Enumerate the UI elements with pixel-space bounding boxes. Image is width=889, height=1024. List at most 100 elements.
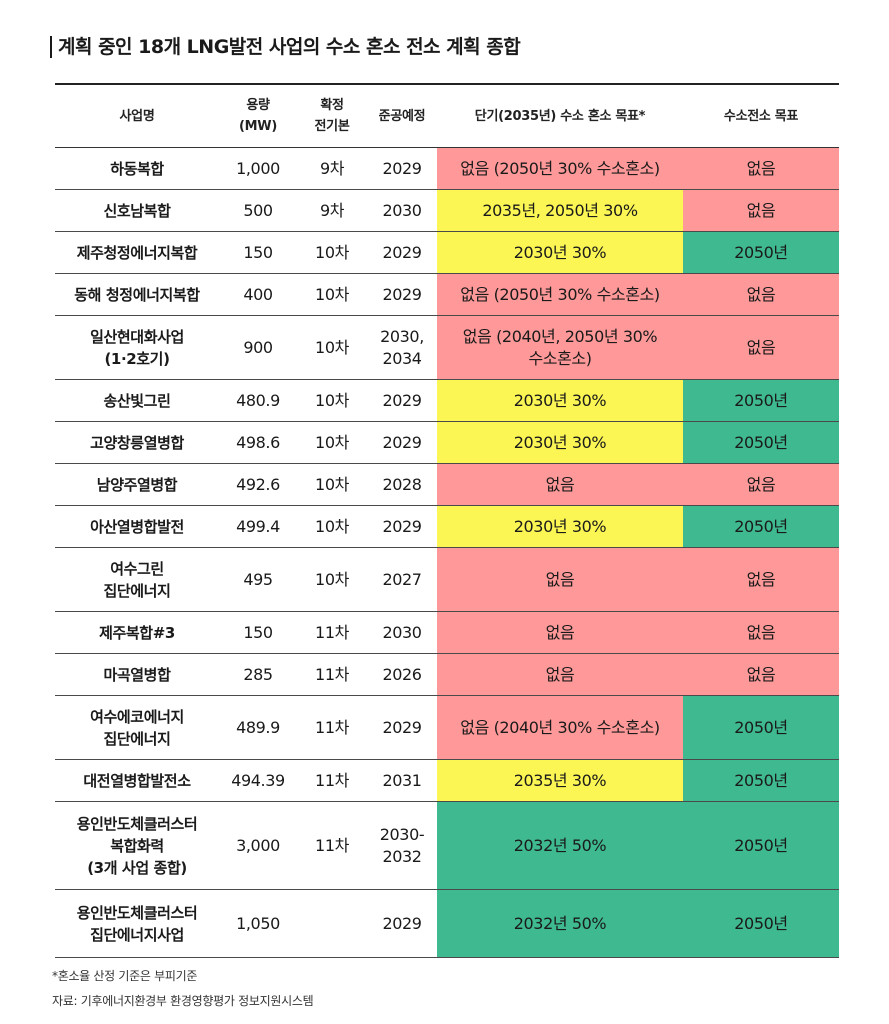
capacity-cell: 285 bbox=[219, 653, 297, 696]
full-hydrogen-target-cell: 없음 bbox=[683, 273, 839, 316]
table-row: 대전열병합발전소 494.39 11차 2031 2035년 30% 2050년 bbox=[55, 759, 839, 802]
table-row: 동해 청정에너지복합 400 10차 2029 없음 (2050년 30% 수소혼소) 없… bbox=[55, 273, 839, 316]
header-name: 사업명 bbox=[55, 84, 219, 148]
full-hydrogen-target-cell: 2050년 bbox=[683, 421, 839, 464]
full-hydrogen-target-cell: 2050년 bbox=[683, 695, 839, 760]
plan-cell: 9차 bbox=[297, 147, 367, 190]
header-full-hydrogen-target: 수소전소 목표 bbox=[683, 84, 839, 148]
table-row: 제주청정에너지복합 150 10차 2029 2030년 30% 2050년 bbox=[55, 231, 839, 274]
capacity-cell: 400 bbox=[219, 273, 297, 316]
table-row: 남양주열병합 492.6 10차 2028 없음 없음 bbox=[55, 463, 839, 506]
full-hydrogen-target-cell: 없음 bbox=[683, 611, 839, 654]
project-name-cell: 송산빛그린 bbox=[55, 379, 219, 422]
table-row: 여수에코에너지 집단에너지 489.9 11차 2029 없음 (2040년 30% 수소… bbox=[55, 695, 839, 760]
completion-year-cell: 2029 bbox=[367, 379, 437, 422]
plan-cell: 11차 bbox=[297, 653, 367, 696]
full-hydrogen-target-cell: 2050년 bbox=[683, 759, 839, 802]
full-hydrogen-target-cell: 없음 bbox=[683, 547, 839, 612]
short-term-target-cell: 2032년 50% bbox=[437, 801, 683, 890]
completion-year-cell: 2029 bbox=[367, 695, 437, 760]
plan-cell: 9차 bbox=[297, 189, 367, 232]
plan-cell: 10차 bbox=[297, 463, 367, 506]
capacity-cell: 900 bbox=[219, 315, 297, 380]
table-row: 제주복합#3 150 11차 2030 없음 없음 bbox=[55, 611, 839, 654]
table-row: 신호남복합 500 9차 2030 2035년, 2050년 30% 없음 bbox=[55, 189, 839, 232]
header-completion: 준공예정 bbox=[367, 84, 437, 148]
short-term-target-cell: 없음 bbox=[437, 611, 683, 654]
completion-year-cell: 2030 bbox=[367, 189, 437, 232]
full-hydrogen-target-cell: 2050년 bbox=[683, 231, 839, 274]
short-term-target-cell: 2035년 30% bbox=[437, 759, 683, 802]
header-capacity: 용량 (MW) bbox=[219, 84, 297, 148]
capacity-cell: 480.9 bbox=[219, 379, 297, 422]
short-term-target-cell: 2030년 30% bbox=[437, 231, 683, 274]
source-note: 자료: 기후에너지환경부 환경영향평가 정보지원시스템 bbox=[52, 994, 314, 1008]
completion-year-cell: 2030, 2034 bbox=[367, 315, 437, 380]
project-name-cell: 하동복합 bbox=[55, 147, 219, 190]
completion-year-cell: 2027 bbox=[367, 547, 437, 612]
hydrogen-plan-table: 사업명 용량 (MW) 확정 전기본 준공예정 단기(2035년) 수소 혼소 목표… bbox=[55, 83, 839, 958]
completion-year-cell: 2029 bbox=[367, 421, 437, 464]
table-row: 용인반도체클러스터 집단에너지사업 1,050 2029 2032년 50% 2050년 bbox=[55, 889, 839, 958]
short-term-target-cell: 2035년, 2050년 30% bbox=[437, 189, 683, 232]
table-row: 고양창릉열병합 498.6 10차 2029 2030년 30% 2050년 bbox=[55, 421, 839, 464]
project-name-cell: 여수그린 집단에너지 bbox=[55, 547, 219, 612]
project-name-cell: 아산열병합발전 bbox=[55, 505, 219, 548]
full-hydrogen-target-cell: 2050년 bbox=[683, 801, 839, 890]
short-term-target-cell: 2032년 50% bbox=[437, 889, 683, 958]
full-hydrogen-target-cell: 없음 bbox=[683, 463, 839, 506]
project-name-cell: 마곡열병합 bbox=[55, 653, 219, 696]
completion-year-cell: 2029 bbox=[367, 231, 437, 274]
completion-year-cell: 2031 bbox=[367, 759, 437, 802]
short-term-target-cell: 없음 (2050년 30% 수소혼소) bbox=[437, 273, 683, 316]
short-term-target-cell: 없음 bbox=[437, 463, 683, 506]
header-short-term-target: 단기(2035년) 수소 혼소 목표* bbox=[437, 84, 683, 148]
capacity-cell: 500 bbox=[219, 189, 297, 232]
project-name-cell: 일산현대화사업 (1·2호기) bbox=[55, 315, 219, 380]
plan-cell: 10차 bbox=[297, 421, 367, 464]
plan-cell: 10차 bbox=[297, 547, 367, 612]
full-hydrogen-target-cell: 2050년 bbox=[683, 379, 839, 422]
plan-cell bbox=[297, 889, 367, 958]
project-name-cell: 남양주열병합 bbox=[55, 463, 219, 506]
short-term-target-cell: 없음 bbox=[437, 547, 683, 612]
full-hydrogen-target-cell: 없음 bbox=[683, 653, 839, 696]
table-row: 아산열병합발전 499.4 10차 2029 2030년 30% 2050년 bbox=[55, 505, 839, 548]
completion-year-cell: 2028 bbox=[367, 463, 437, 506]
project-name-cell: 여수에코에너지 집단에너지 bbox=[55, 695, 219, 760]
full-hydrogen-target-cell: 2050년 bbox=[683, 889, 839, 958]
plan-cell: 11차 bbox=[297, 611, 367, 654]
completion-year-cell: 2029 bbox=[367, 889, 437, 958]
completion-year-cell: 2026 bbox=[367, 653, 437, 696]
capacity-cell: 3,000 bbox=[219, 801, 297, 890]
plan-cell: 10차 bbox=[297, 505, 367, 548]
header-plan: 확정 전기본 bbox=[297, 84, 367, 148]
project-name-cell: 고양창릉열병합 bbox=[55, 421, 219, 464]
page-title: 계획 중인 18개 LNG발전 사업의 수소 혼소 전소 계획 종합 bbox=[50, 36, 521, 58]
table-row: 일산현대화사업 (1·2호기) 900 10차 2030, 2034 없음 (2040년, … bbox=[55, 315, 839, 380]
short-term-target-cell: 2030년 30% bbox=[437, 505, 683, 548]
completion-year-cell: 2029 bbox=[367, 505, 437, 548]
plan-cell: 10차 bbox=[297, 379, 367, 422]
short-term-target-cell: 없음 (2050년 30% 수소혼소) bbox=[437, 147, 683, 190]
capacity-cell: 150 bbox=[219, 611, 297, 654]
capacity-cell: 1,000 bbox=[219, 147, 297, 190]
project-name-cell: 대전열병합발전소 bbox=[55, 759, 219, 802]
completion-year-cell: 2029 bbox=[367, 273, 437, 316]
plan-cell: 11차 bbox=[297, 759, 367, 802]
project-name-cell: 용인반도체클러스터 복합화력 (3개 사업 종합) bbox=[55, 801, 219, 890]
capacity-cell: 489.9 bbox=[219, 695, 297, 760]
plan-cell: 10차 bbox=[297, 273, 367, 316]
capacity-cell: 495 bbox=[219, 547, 297, 612]
table-row: 마곡열병합 285 11차 2026 없음 없음 bbox=[55, 653, 839, 696]
capacity-cell: 1,050 bbox=[219, 889, 297, 958]
project-name-cell: 신호남복합 bbox=[55, 189, 219, 232]
capacity-cell: 498.6 bbox=[219, 421, 297, 464]
short-term-target-cell: 2030년 30% bbox=[437, 379, 683, 422]
footnote: *혼소율 산정 기준은 부피기준 bbox=[52, 969, 198, 983]
table-row: 하동복합 1,000 9차 2029 없음 (2050년 30% 수소혼소) 없음 bbox=[55, 147, 839, 190]
full-hydrogen-target-cell: 2050년 bbox=[683, 505, 839, 548]
completion-year-cell: 2029 bbox=[367, 147, 437, 190]
capacity-cell: 494.39 bbox=[219, 759, 297, 802]
short-term-target-cell: 없음 bbox=[437, 653, 683, 696]
